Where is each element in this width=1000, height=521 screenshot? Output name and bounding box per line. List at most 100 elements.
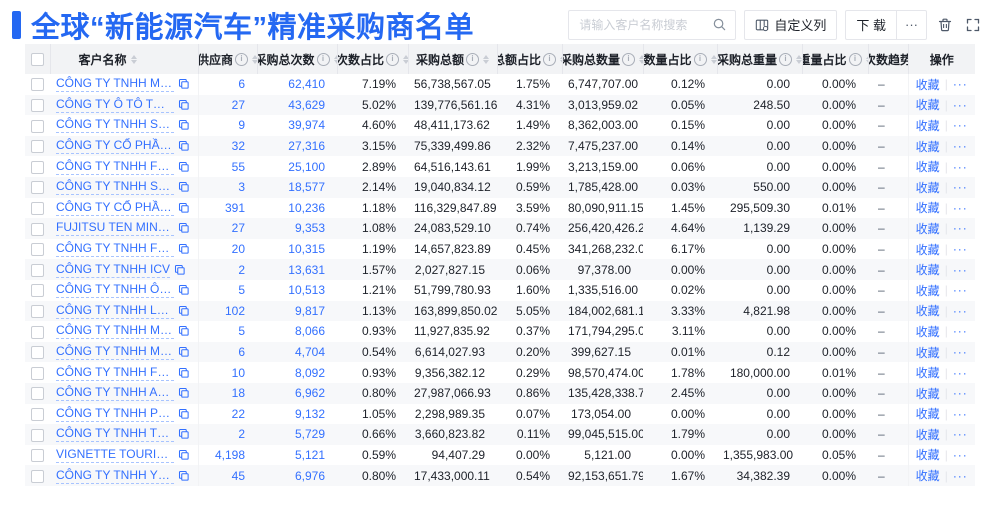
info-icon[interactable]: i (235, 52, 249, 66)
column-header-qty_ratio[interactable]: 数量占比 i (643, 44, 718, 74)
customer-name-link[interactable]: CÔNG TY TNHH SẢN XUẤT VÀ ... (56, 179, 174, 196)
customer-name-link[interactable]: CÔNG TY TNHH LG ELECTRON... (56, 303, 174, 319)
favorite-button[interactable]: 收藏 (915, 427, 940, 442)
fullscreen-button[interactable] (963, 12, 983, 38)
copy-icon[interactable] (178, 325, 190, 337)
delete-button[interactable] (935, 12, 955, 38)
favorite-button[interactable]: 收藏 (915, 366, 940, 381)
row-more-button[interactable]: ··· (952, 262, 968, 277)
row-checkbox[interactable] (31, 449, 44, 463)
favorite-button[interactable]: 收藏 (915, 160, 940, 175)
column-header-name[interactable]: 客户名称 (50, 44, 199, 74)
row-more-button[interactable]: ··· (952, 386, 968, 401)
favorite-button[interactable]: 收藏 (915, 77, 940, 92)
row-more-button[interactable]: ··· (952, 447, 968, 462)
customer-name-link[interactable]: CÔNG TY CỔ PHẦN SẢN XUẤT... (56, 138, 174, 155)
column-header-total_amount[interactable]: 采购总额 i (408, 44, 498, 74)
info-icon[interactable]: i (693, 52, 707, 66)
row-more-button[interactable]: ··· (952, 468, 968, 483)
copy-icon[interactable] (178, 428, 190, 440)
info-icon[interactable]: i (466, 52, 479, 66)
row-checkbox[interactable] (31, 140, 44, 154)
info-icon[interactable]: i (316, 52, 330, 66)
customer-name-link[interactable]: CÔNG TY TNHH AUTEL VIỆT N... (56, 385, 174, 402)
row-more-button[interactable]: ··· (952, 180, 968, 195)
favorite-button[interactable]: 收藏 (915, 221, 940, 236)
customer-name-link[interactable]: CÔNG TY TNHH FURUKAWA A... (56, 364, 174, 381)
favorite-button[interactable]: 收藏 (915, 283, 940, 298)
row-more-button[interactable]: ··· (952, 242, 968, 257)
copy-icon[interactable] (178, 202, 190, 214)
column-header-amount_ratio[interactable]: 总额占比 i (497, 44, 563, 74)
column-header-total_weight[interactable]: 采购总重量 i (717, 44, 803, 74)
copy-icon[interactable] (178, 387, 190, 399)
favorite-button[interactable]: 收藏 (915, 345, 940, 360)
favorite-button[interactable]: 收藏 (915, 139, 940, 154)
customer-name-link[interactable]: CÔNG TY TNHH PHÂN PHỐI T... (56, 405, 174, 422)
column-header-total_qty[interactable]: 采购总数量 i (562, 44, 644, 74)
customer-name-link[interactable]: CÔNG TY TNHH THN AUTOPAR... (56, 426, 174, 443)
download-button[interactable]: 下 载 (845, 9, 897, 40)
row-checkbox[interactable] (31, 243, 44, 257)
row-checkbox[interactable] (31, 222, 44, 236)
search-icon[interactable] (712, 17, 727, 32)
row-more-button[interactable]: ··· (952, 324, 968, 339)
row-more-button[interactable]: ··· (952, 118, 968, 133)
favorite-button[interactable]: 收藏 (915, 263, 940, 278)
download-more-button[interactable]: ··· (896, 9, 927, 40)
row-more-button[interactable]: ··· (952, 139, 968, 154)
row-checkbox[interactable] (31, 346, 44, 360)
column-header-supplier[interactable]: 供应商 i (198, 44, 258, 74)
row-checkbox[interactable] (31, 119, 44, 133)
copy-icon[interactable] (178, 161, 190, 173)
row-checkbox[interactable] (31, 160, 44, 174)
customer-name-link[interactable]: CÔNG TY TNHH MERCEDES–B... (56, 344, 174, 361)
copy-icon[interactable] (178, 367, 190, 379)
customize-columns-button[interactable]: 自定义列 (744, 9, 838, 40)
copy-icon[interactable] (178, 140, 190, 152)
row-more-button[interactable]: ··· (952, 221, 968, 236)
row-more-button[interactable]: ··· (952, 77, 968, 92)
favorite-button[interactable]: 收藏 (915, 407, 940, 422)
copy-icon[interactable] (178, 470, 190, 482)
copy-icon[interactable] (178, 181, 190, 193)
search-box[interactable] (568, 9, 737, 40)
customer-name-link[interactable]: CÔNG TY TNHH MTV SẢN XUẤ... (56, 76, 174, 93)
customer-name-link[interactable]: CÔNG TY TNHH FURUKAWA A... (56, 241, 174, 258)
info-icon[interactable]: i (543, 52, 557, 66)
select-all-checkbox[interactable] (31, 53, 44, 67)
copy-icon[interactable] (178, 222, 190, 234)
copy-icon[interactable] (178, 99, 190, 111)
row-checkbox[interactable] (31, 428, 44, 442)
copy-icon[interactable] (178, 305, 190, 317)
copy-icon[interactable] (178, 78, 190, 90)
favorite-button[interactable]: 收藏 (915, 324, 940, 339)
favorite-button[interactable]: 收藏 (915, 180, 940, 195)
customer-name-link[interactable]: CÔNG TY TNHH ICV (56, 261, 171, 278)
customer-name-link[interactable]: CÔNG TY TNHH FORD VIỆT NAM (56, 159, 174, 175)
row-more-button[interactable]: ··· (952, 200, 968, 215)
copy-icon[interactable] (178, 243, 190, 255)
customer-name-link[interactable]: CÔNG TY Ô TÔ TOYOTA VIỆT ... (56, 97, 174, 113)
copy-icon[interactable] (178, 449, 190, 461)
favorite-button[interactable]: 收藏 (915, 201, 940, 216)
column-header-weight_ratio[interactable]: 重量占比 i (802, 44, 869, 74)
row-more-button[interactable]: ··· (952, 159, 968, 174)
favorite-button[interactable]: 收藏 (915, 469, 940, 484)
customer-name-link[interactable]: CÔNG TY TNHH Ô TÔ MITSUBI... (56, 282, 174, 299)
row-checkbox[interactable] (31, 284, 44, 298)
copy-icon[interactable] (178, 346, 190, 358)
customer-name-link[interactable]: CÔNG TY TNHH YOKOWO VIỆT... (56, 467, 174, 484)
customer-name-link[interactable]: FUJITSU TEN MINDA INDIA PVT... (56, 220, 174, 237)
copy-icon[interactable] (178, 408, 190, 420)
row-checkbox[interactable] (31, 263, 44, 277)
row-checkbox[interactable] (31, 99, 44, 113)
column-header-count_ratio[interactable]: 次数占比 i (337, 44, 409, 74)
row-more-button[interactable]: ··· (952, 345, 968, 360)
customer-name-link[interactable]: VIGNETTE TOURISTIQUE G UNI... (56, 446, 174, 463)
row-checkbox[interactable] (31, 181, 44, 195)
row-more-button[interactable]: ··· (952, 97, 968, 112)
customer-name-link[interactable]: CÔNG TY TNHH MỘT THÀNH V... (56, 323, 174, 340)
copy-icon[interactable] (178, 284, 190, 296)
favorite-button[interactable]: 收藏 (915, 448, 940, 463)
